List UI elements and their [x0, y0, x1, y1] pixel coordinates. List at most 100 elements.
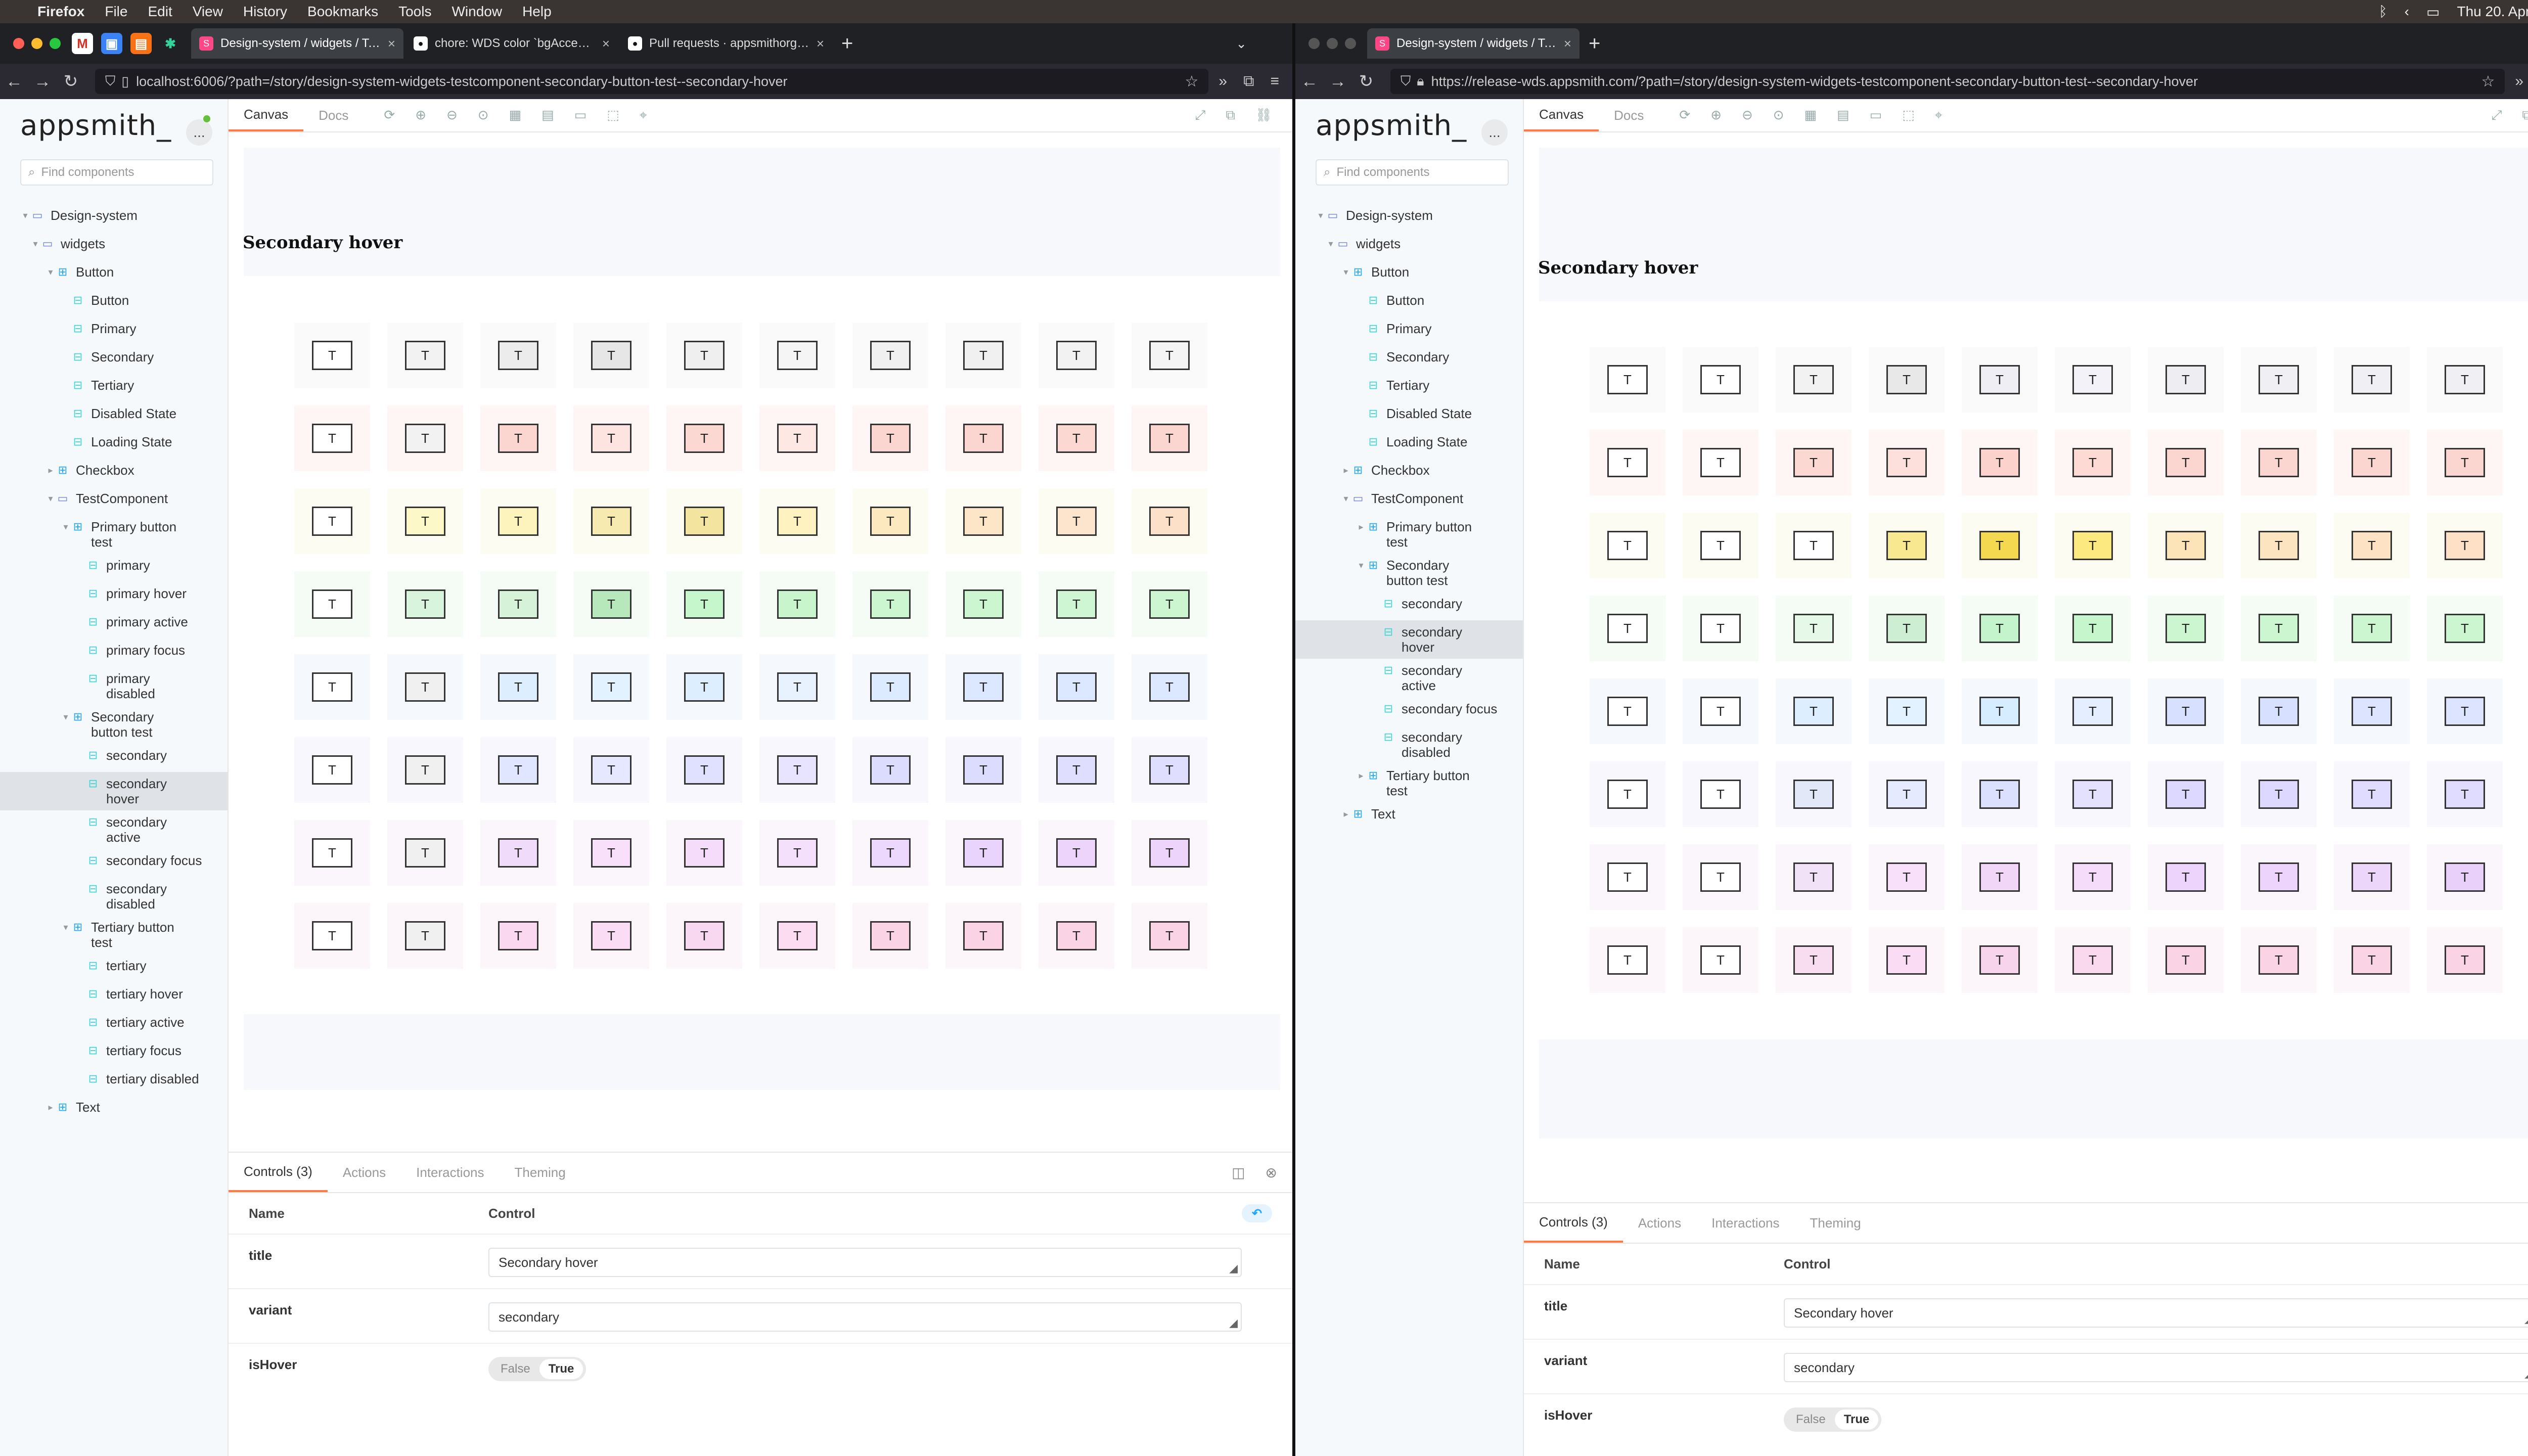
- secondary-test-button[interactable]: T: [1149, 672, 1190, 702]
- tree-item[interactable]: ⊟ Button: [0, 289, 228, 317]
- secondary-test-button[interactable]: T: [684, 424, 725, 453]
- secondary-test-button[interactable]: T: [498, 341, 538, 370]
- hamburger-menu-icon[interactable]: ≡: [1270, 73, 1279, 89]
- chevron-down-icon[interactable]: ▾: [63, 522, 68, 532]
- secondary-test-button[interactable]: T: [1056, 589, 1097, 619]
- secondary-test-button[interactable]: T: [1886, 614, 1927, 643]
- menu-edit[interactable]: Edit: [148, 4, 172, 19]
- secondary-test-button[interactable]: T: [870, 507, 911, 536]
- tab-docs[interactable]: Docs: [319, 107, 349, 123]
- zoom-reset-icon[interactable]: ⊙: [1773, 107, 1784, 122]
- title-textarea[interactable]: Secondary hover ◢: [488, 1248, 1242, 1277]
- secondary-test-button[interactable]: T: [591, 341, 631, 370]
- url-bar[interactable]: ⛉ 🔒︎ https://release-wds.appsmith.com/?p…: [1390, 69, 2505, 94]
- secondary-test-button[interactable]: T: [2072, 780, 2113, 809]
- tree-item[interactable]: ⊟ secondary focus: [0, 849, 228, 877]
- tree-item[interactable]: ▸ ⊞ Text: [0, 1096, 228, 1124]
- zoom-reset-icon[interactable]: ⊙: [477, 107, 489, 122]
- secondary-test-button[interactable]: T: [1607, 614, 1648, 643]
- grid-icon[interactable]: ▦: [1804, 107, 1817, 122]
- background-icon[interactable]: ▤: [1837, 107, 1849, 122]
- secondary-test-button[interactable]: T: [2072, 365, 2113, 394]
- shield-icon[interactable]: ⛉: [1401, 73, 1411, 88]
- secondary-test-button[interactable]: T: [963, 341, 1004, 370]
- chevron-right-icon[interactable]: ▸: [48, 1102, 53, 1112]
- grid-icon[interactable]: ▦: [509, 107, 522, 122]
- new-tab-button[interactable]: +: [841, 32, 853, 55]
- secondary-test-button[interactable]: T: [498, 507, 538, 536]
- tab-storybook[interactable]: S Design-system / widgets / TestC ×: [191, 28, 403, 59]
- close-window-button[interactable]: [1308, 38, 1320, 49]
- secondary-test-button[interactable]: T: [498, 755, 538, 785]
- overflow-chevrons-icon[interactable]: »: [2515, 73, 2524, 89]
- secondary-test-button[interactable]: T: [591, 838, 631, 868]
- secondary-test-button[interactable]: T: [312, 838, 352, 868]
- secondary-test-button[interactable]: T: [591, 672, 631, 702]
- fullscreen-icon[interactable]: ⤢: [2491, 107, 2502, 122]
- minimize-window-button[interactable]: [1327, 38, 1338, 49]
- secondary-test-button[interactable]: T: [2072, 614, 2113, 643]
- secondary-test-button[interactable]: T: [1700, 697, 1741, 726]
- tree-item[interactable]: ▸ ⊞ Checkbox: [0, 459, 228, 487]
- title-textarea[interactable]: Secondary hover ◢: [1784, 1298, 2528, 1328]
- resize-grip-icon[interactable]: ◢: [1229, 1316, 1238, 1329]
- secondary-test-button[interactable]: T: [405, 589, 445, 619]
- open-new-tab-icon[interactable]: ⧉: [1226, 107, 1235, 122]
- secondary-test-button[interactable]: T: [1793, 697, 1834, 726]
- secondary-test-button[interactable]: T: [2259, 365, 2299, 394]
- zoom-window-button[interactable]: [50, 38, 61, 49]
- tree-item[interactable]: ▾ ⊞ Tertiary button test: [0, 916, 228, 954]
- clock[interactable]: Thu 20. Apr 11:35: [2457, 4, 2528, 19]
- secondary-test-button[interactable]: T: [2445, 945, 2485, 975]
- secondary-test-button[interactable]: T: [312, 589, 352, 619]
- tab-actions[interactable]: Actions: [1638, 1215, 1682, 1231]
- secondary-test-button[interactable]: T: [591, 424, 631, 453]
- find-components-input[interactable]: ⌕ Find components: [20, 159, 213, 186]
- secondary-test-button[interactable]: T: [1793, 614, 1834, 643]
- secondary-test-button[interactable]: T: [2165, 614, 2206, 643]
- secondary-test-button[interactable]: T: [1979, 862, 2020, 892]
- secondary-test-button[interactable]: T: [1793, 945, 1834, 975]
- tree-item[interactable]: ⊟ Secondary: [0, 345, 228, 374]
- secondary-test-button[interactable]: T: [1886, 862, 1927, 892]
- secondary-test-button[interactable]: T: [1700, 448, 1741, 477]
- measure-icon[interactable]: ⌖: [1934, 107, 1943, 122]
- secondary-test-button[interactable]: T: [1607, 531, 1648, 560]
- close-panel-icon[interactable]: ⊗: [1265, 1164, 1277, 1180]
- secondary-test-button[interactable]: T: [1056, 507, 1097, 536]
- variant-textarea[interactable]: secondary ◢: [488, 1302, 1242, 1332]
- zoom-in-icon[interactable]: ⊕: [1710, 107, 1722, 122]
- secondary-test-button[interactable]: T: [963, 424, 1004, 453]
- variant-textarea[interactable]: secondary ◢: [1784, 1353, 2528, 1382]
- secondary-test-button[interactable]: T: [498, 424, 538, 453]
- tree-item[interactable]: ▾ ▭ widgets: [1295, 232, 1523, 260]
- secondary-test-button[interactable]: T: [1886, 365, 1927, 394]
- secondary-test-button[interactable]: T: [1607, 365, 1648, 394]
- tab-theming[interactable]: Theming: [1810, 1215, 1861, 1231]
- zoom-out-icon[interactable]: ⊖: [1742, 107, 1753, 122]
- tree-item[interactable]: ▾ ⊞ Secondary button test: [0, 705, 228, 744]
- tab-github-pulls[interactable]: ● Pull requests · appsmithorg/app ×: [620, 28, 832, 59]
- tab-interactions[interactable]: Interactions: [1711, 1215, 1780, 1231]
- tree-item[interactable]: ⊟ Tertiary: [1295, 374, 1523, 402]
- secondary-test-button[interactable]: T: [498, 921, 538, 950]
- secondary-test-button[interactable]: T: [2072, 531, 2113, 560]
- secondary-test-button[interactable]: T: [1149, 838, 1190, 868]
- menu-file[interactable]: File: [105, 4, 128, 19]
- secondary-test-button[interactable]: T: [870, 424, 911, 453]
- secondary-test-button[interactable]: T: [2445, 531, 2485, 560]
- secondary-test-button[interactable]: T: [2445, 862, 2485, 892]
- secondary-test-button[interactable]: T: [312, 341, 352, 370]
- tree-item[interactable]: ⊟ Disabled State: [0, 402, 228, 430]
- minimize-window-button[interactable]: [31, 38, 42, 49]
- secondary-test-button[interactable]: T: [591, 507, 631, 536]
- secondary-test-button[interactable]: T: [2259, 448, 2299, 477]
- secondary-test-button[interactable]: T: [2445, 780, 2485, 809]
- outline-icon[interactable]: ⬚: [1902, 107, 1915, 122]
- chevron-down-icon[interactable]: ▾: [1328, 239, 1333, 249]
- secondary-test-button[interactable]: T: [1700, 945, 1741, 975]
- secondary-test-button[interactable]: T: [2165, 945, 2206, 975]
- secondary-test-button[interactable]: T: [405, 672, 445, 702]
- secondary-test-button[interactable]: T: [2445, 697, 2485, 726]
- secondary-test-button[interactable]: T: [1149, 424, 1190, 453]
